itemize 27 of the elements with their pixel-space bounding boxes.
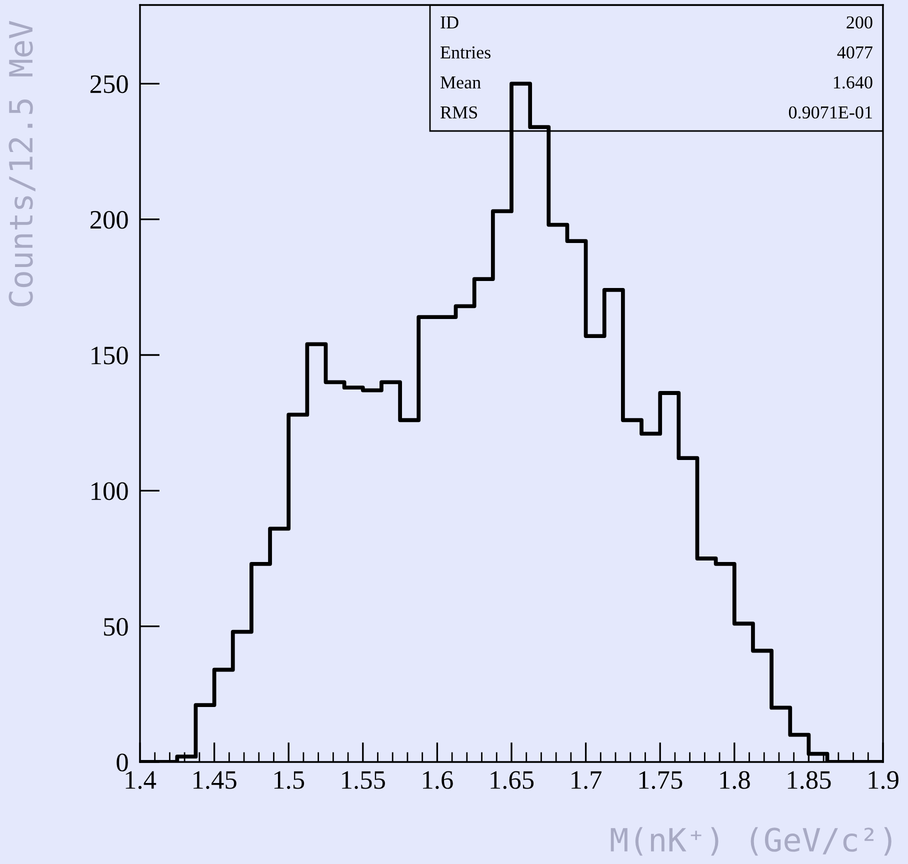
x-tick-label: 1.65 [490,771,534,790]
x-tick-label: 1.5 [274,771,304,790]
y-tick-label: 100 [92,482,128,500]
annotation: 1.640 [834,76,872,89]
x-tick-label: 1.75 [639,771,682,790]
annotation: 200 [846,16,872,29]
x-tick-label: 1.55 [342,771,385,790]
x-tick-label: 1.85 [788,771,831,790]
x-tick-label: 1.7 [572,771,602,790]
y-axis-title: Counts/12.5 MeV [8,20,36,306]
x-tick-label: 1.9 [868,771,898,790]
x-tick-label: 1.4 [126,771,156,790]
annotation: RMS [440,106,478,119]
y-tick-label: 250 [90,75,128,94]
x-tick-label: 1.8 [720,771,750,790]
x-axis-title: M(nK⁺) (GeV/c²) [610,827,892,856]
y-tick-label: 150 [92,346,128,364]
annotation: 4077 [837,46,872,59]
annotation: Mean [440,76,481,89]
y-tick-label: 200 [90,210,128,229]
x-tick-label: 1.45 [194,771,236,790]
y-tick-label: 0 [116,754,128,772]
annotation: 0.9071E-01 [788,106,872,119]
x-tick-label: 1.6 [423,771,453,790]
annotation: Entries [440,46,490,59]
annotation: ID [440,16,458,28]
y-tick-label: 50 [104,618,128,636]
